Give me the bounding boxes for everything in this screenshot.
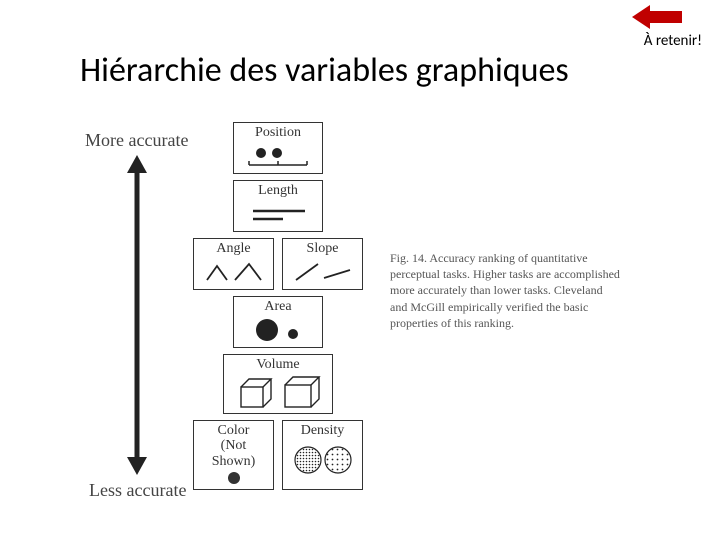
box-color: Color(NotShown) xyxy=(193,420,274,490)
color-glyph-icon xyxy=(198,471,269,485)
box-angle: Angle xyxy=(193,238,274,290)
box-label: Color(NotShown) xyxy=(198,423,269,469)
row-color-density: Color(NotShown) Density xyxy=(193,420,363,496)
volume-glyph-icon xyxy=(228,375,328,409)
box-label: Density xyxy=(287,423,358,439)
box-slope: Slope xyxy=(282,238,363,290)
box-position: Position xyxy=(233,122,323,174)
box-length: Length xyxy=(233,180,323,232)
box-label: Position xyxy=(238,125,318,141)
box-label: Angle xyxy=(198,241,269,257)
area-glyph-icon xyxy=(238,317,318,343)
box-density: Density xyxy=(282,420,363,490)
angle-glyph-icon xyxy=(198,259,269,285)
double-arrow-icon xyxy=(125,155,149,480)
row-angle-slope: Angle Slope xyxy=(193,238,363,296)
density-glyph-icon xyxy=(287,441,358,479)
figure-region: More accurate Less accurate Position xyxy=(85,120,635,520)
box-label: Area xyxy=(238,299,318,315)
callout-arrow-icon xyxy=(632,5,682,34)
axis-label-bottom: Less accurate xyxy=(89,480,186,501)
axis-label-top: More accurate xyxy=(85,130,188,151)
box-volume: Volume xyxy=(223,354,333,414)
encoding-boxes-column: Position Length xyxy=(193,122,363,496)
position-glyph-icon xyxy=(238,143,318,169)
box-area: Area xyxy=(233,296,323,348)
slope-glyph-icon xyxy=(287,259,358,285)
page-title: Hiérarchie des variables graphiques xyxy=(80,50,569,91)
box-label: Length xyxy=(238,183,318,199)
box-label: Volume xyxy=(228,357,328,373)
box-label: Slope xyxy=(287,241,358,257)
callout-label: À retenir! xyxy=(644,32,702,50)
length-glyph-icon xyxy=(238,201,318,227)
figure-caption: Fig. 14. Accuracy ranking of quantitativ… xyxy=(390,250,620,331)
